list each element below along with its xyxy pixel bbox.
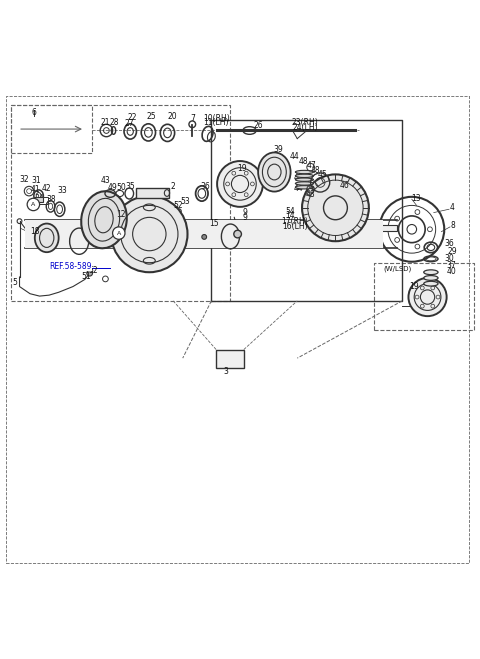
Text: 13: 13 [411, 194, 420, 203]
Text: 46: 46 [339, 181, 349, 190]
Text: 32: 32 [20, 175, 29, 184]
Text: 54: 54 [285, 207, 295, 215]
Text: 26: 26 [253, 121, 263, 130]
Circle shape [408, 278, 446, 316]
Text: 16(LH): 16(LH) [282, 222, 308, 231]
Text: 36: 36 [444, 239, 454, 248]
Text: 23(RH): 23(RH) [291, 119, 318, 127]
Text: 43: 43 [100, 176, 110, 185]
Text: 51: 51 [82, 272, 91, 281]
Text: 36: 36 [201, 182, 211, 191]
Text: 18: 18 [30, 227, 39, 236]
Text: 44: 44 [293, 185, 303, 193]
Text: 9: 9 [242, 208, 247, 217]
Circle shape [169, 208, 175, 214]
Circle shape [113, 227, 125, 239]
Text: 20: 20 [168, 112, 177, 121]
Text: 28: 28 [109, 119, 119, 127]
Ellipse shape [295, 170, 313, 174]
Ellipse shape [295, 178, 313, 181]
Text: 17(RH): 17(RH) [281, 217, 308, 226]
Text: 37: 37 [446, 260, 456, 270]
Text: 15: 15 [209, 219, 218, 228]
Bar [355, 225, 397, 231]
Text: 29: 29 [447, 247, 456, 256]
Text: 41: 41 [31, 185, 41, 194]
Text: 39: 39 [273, 145, 283, 154]
Text: 35: 35 [125, 182, 135, 191]
Text: 9: 9 [242, 213, 247, 222]
Text: 31: 31 [31, 176, 41, 185]
Circle shape [302, 175, 369, 241]
Circle shape [87, 270, 93, 276]
Text: 45: 45 [317, 170, 327, 179]
Text: 52: 52 [88, 266, 98, 275]
Text: 2: 2 [171, 182, 176, 191]
Text: 8: 8 [451, 221, 456, 230]
Text: 22: 22 [128, 113, 137, 122]
Text: 47: 47 [302, 178, 312, 187]
Text: 48: 48 [293, 173, 303, 183]
Ellipse shape [295, 186, 313, 189]
Text: 19: 19 [238, 163, 247, 173]
Text: REF.58-589: REF.58-589 [49, 262, 92, 271]
Text: 12: 12 [116, 210, 125, 219]
Text: A: A [31, 202, 36, 207]
Text: 1: 1 [421, 301, 427, 310]
Text: 4: 4 [449, 204, 455, 212]
Ellipse shape [81, 191, 127, 248]
Text: 48: 48 [299, 157, 308, 166]
Text: 38: 38 [47, 195, 56, 204]
Circle shape [202, 235, 206, 239]
Bar [216, 349, 244, 368]
Text: 34: 34 [35, 194, 45, 203]
Ellipse shape [295, 182, 313, 185]
Circle shape [234, 230, 241, 238]
Ellipse shape [424, 281, 438, 286]
Text: 53: 53 [180, 197, 190, 206]
Text: 11(LH): 11(LH) [204, 118, 229, 127]
Circle shape [27, 198, 39, 211]
Ellipse shape [424, 275, 438, 280]
Text: 30: 30 [444, 254, 454, 264]
Ellipse shape [258, 152, 290, 192]
Circle shape [217, 161, 263, 207]
Ellipse shape [35, 223, 59, 252]
Text: 42: 42 [42, 184, 51, 192]
Bar [136, 188, 169, 198]
Text: 33: 33 [58, 186, 67, 194]
Text: (W/LSD): (W/LSD) [384, 266, 412, 272]
Text: 3: 3 [223, 366, 228, 376]
Text: 50: 50 [116, 183, 126, 192]
Text: 49: 49 [107, 183, 117, 192]
Text: 7: 7 [190, 113, 195, 123]
Text: 40: 40 [447, 267, 457, 275]
Text: 27: 27 [124, 119, 134, 128]
Bar [34, 197, 43, 202]
Ellipse shape [424, 270, 438, 275]
Ellipse shape [295, 174, 313, 177]
Text: 48: 48 [311, 166, 320, 175]
Text: 48: 48 [306, 190, 315, 199]
Text: 5: 5 [12, 278, 17, 287]
Text: 25: 25 [147, 112, 156, 121]
Text: 6: 6 [31, 108, 36, 117]
Circle shape [111, 196, 188, 272]
Text: 24(LH): 24(LH) [292, 123, 318, 132]
Text: 10(RH): 10(RH) [203, 114, 229, 123]
Text: A: A [117, 231, 121, 236]
Bar [25, 219, 383, 248]
Text: 44: 44 [290, 152, 300, 161]
Text: 14: 14 [285, 212, 295, 220]
Text: 47: 47 [307, 161, 316, 170]
Text: 21: 21 [101, 118, 110, 127]
Text: 52: 52 [173, 201, 183, 210]
Text: 19: 19 [409, 282, 419, 291]
Bar [36, 197, 48, 204]
